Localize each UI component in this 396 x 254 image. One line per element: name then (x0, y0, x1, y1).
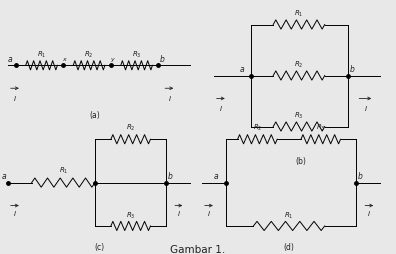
Text: (c): (c) (94, 243, 104, 251)
Text: I: I (169, 96, 171, 102)
Text: $R_3$: $R_3$ (132, 50, 141, 60)
Text: $R_2$: $R_2$ (294, 60, 304, 70)
Text: a: a (8, 55, 12, 64)
Text: Gambar 1.: Gambar 1. (170, 244, 226, 254)
Text: a: a (213, 171, 218, 180)
Text: b: b (168, 171, 173, 180)
Text: $R_2$: $R_2$ (84, 50, 94, 60)
Text: I: I (14, 96, 16, 102)
Text: a: a (2, 171, 6, 180)
Text: x: x (62, 57, 66, 62)
Text: $R_2$: $R_2$ (126, 122, 135, 133)
Text: (a): (a) (89, 110, 101, 119)
Text: I: I (364, 106, 367, 112)
Text: a: a (239, 65, 244, 74)
Text: b: b (358, 171, 363, 180)
Text: b: b (350, 65, 355, 74)
Text: $R_2$: $R_2$ (253, 122, 262, 133)
Text: $R_1$: $R_1$ (284, 210, 294, 220)
Text: $R_3$: $R_3$ (126, 210, 135, 220)
Text: I: I (14, 210, 16, 216)
Text: (d): (d) (284, 243, 295, 251)
Text: I: I (219, 106, 222, 112)
Text: I: I (178, 210, 180, 216)
Text: $R_1$: $R_1$ (294, 9, 304, 19)
Text: $R_1$: $R_1$ (37, 50, 46, 60)
Text: y: y (110, 57, 114, 62)
Text: $R_3$: $R_3$ (316, 122, 326, 133)
Text: (b): (b) (295, 156, 307, 165)
Text: $R_1$: $R_1$ (59, 166, 68, 176)
Text: $R_3$: $R_3$ (294, 110, 304, 121)
Text: b: b (160, 55, 165, 64)
Text: I: I (208, 210, 210, 216)
Text: I: I (368, 210, 370, 216)
